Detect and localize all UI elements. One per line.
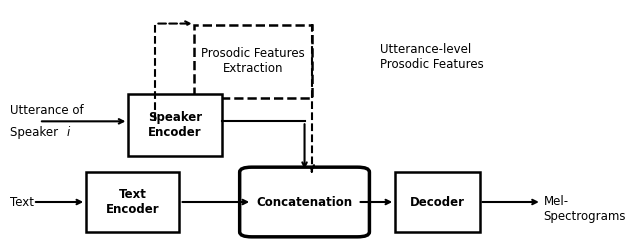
Text: Speaker
Encoder: Speaker Encoder [148, 111, 202, 139]
Text: Text: Text [10, 196, 34, 208]
Text: Speaker: Speaker [10, 126, 62, 139]
FancyBboxPatch shape [128, 94, 221, 156]
Text: i: i [66, 126, 69, 139]
Text: Text
Encoder: Text Encoder [106, 188, 159, 216]
Text: Concatenation: Concatenation [257, 196, 353, 208]
Text: Utterance of: Utterance of [10, 104, 84, 117]
FancyBboxPatch shape [195, 25, 312, 98]
Text: Prosodic Features
Extraction: Prosodic Features Extraction [202, 48, 305, 76]
Text: Utterance-level
Prosodic Features: Utterance-level Prosodic Features [380, 42, 484, 70]
FancyBboxPatch shape [239, 167, 369, 237]
FancyBboxPatch shape [86, 172, 179, 232]
Text: Mel-
Spectrograms: Mel- Spectrograms [543, 195, 626, 223]
FancyBboxPatch shape [395, 172, 479, 232]
Text: Decoder: Decoder [410, 196, 465, 208]
